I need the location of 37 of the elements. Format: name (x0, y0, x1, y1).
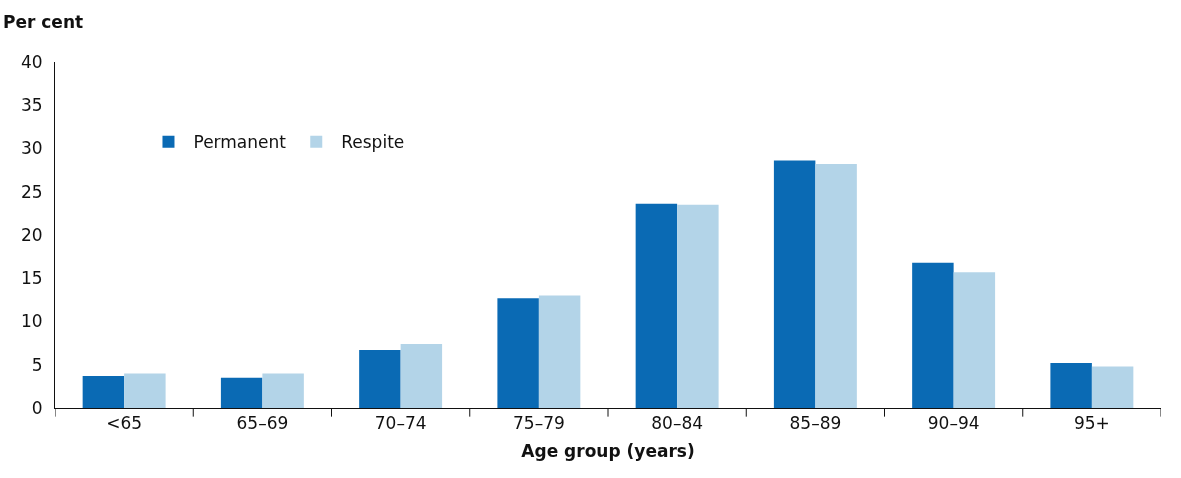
x-tick-label: <65 (106, 413, 143, 434)
y-tick-label: 25 (20, 181, 43, 202)
y-axis-title: Per cent (3, 12, 84, 32)
x-axis-title: Age group (years) (521, 440, 695, 461)
y-tick-label: 15 (20, 268, 43, 289)
x-tick-label: 65–69 (236, 413, 289, 434)
bar (124, 373, 166, 408)
legend-label: Respite (341, 132, 405, 153)
y-tick-label: 40 (20, 51, 43, 72)
y-tick-label: 35 (20, 95, 43, 116)
x-tick-label: 85–89 (789, 413, 842, 434)
bar (359, 350, 401, 408)
bar (538, 295, 581, 408)
y-tick-label: 30 (20, 138, 43, 159)
bar (262, 373, 304, 408)
bar (220, 377, 263, 408)
bar (400, 343, 443, 408)
bar (82, 376, 125, 408)
x-tick-label: 90–94 (927, 413, 980, 434)
bar (1091, 366, 1134, 408)
bar (953, 272, 996, 408)
bar (677, 204, 719, 408)
y-tick-label: 20 (20, 224, 43, 245)
x-tick-label: 95+ (1073, 413, 1110, 434)
y-tick-label: 0 (31, 397, 43, 418)
bar (1050, 363, 1092, 408)
bar (497, 298, 539, 408)
x-tick-label: 80–84 (651, 413, 704, 434)
bar (912, 262, 954, 408)
y-tick-label: 10 (20, 311, 43, 332)
x-tick-label: 75–79 (513, 413, 565, 434)
legend-label: Permanent (193, 132, 287, 153)
x-tick-label: 70–74 (374, 413, 427, 434)
y-tick-label: 5 (31, 354, 43, 375)
bar (635, 203, 678, 408)
bar (773, 160, 816, 408)
bar (815, 164, 857, 408)
